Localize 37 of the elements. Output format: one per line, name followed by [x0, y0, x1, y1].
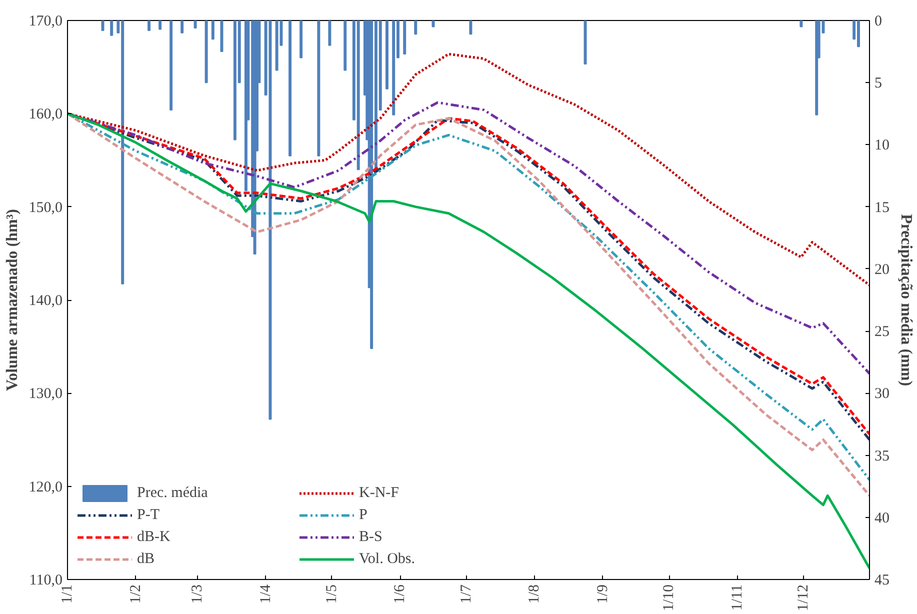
x-tick-label: 1/4 — [258, 584, 274, 604]
legend-label: B-S — [359, 528, 384, 546]
y-tick-label: 160,0 — [28, 106, 62, 123]
y-tick-label: 120,0 — [28, 479, 62, 496]
y2-axis-title: Precipitação média (mm) — [898, 214, 914, 386]
legend-label: Prec. média — [137, 484, 209, 502]
x-tick-label: 1/8 — [526, 584, 543, 604]
y2-tick-label: 10 — [874, 138, 890, 154]
legend-label: dB — [137, 550, 156, 568]
y2-tick-label: 15 — [874, 200, 890, 216]
legend-label: P-T — [137, 506, 160, 524]
y2-tick-label: 30 — [874, 386, 890, 402]
y-tick-label: 140,0 — [28, 293, 62, 309]
y2-tick-label: 45 — [874, 572, 890, 588]
x-tick-label: 1/3 — [189, 584, 206, 604]
legend-label: P — [359, 506, 368, 524]
y2-tick-label: 5 — [874, 76, 882, 92]
x-tick-label: 1/7 — [458, 584, 474, 604]
y-axis-title: Volume armazenado (hm³) — [4, 209, 21, 391]
x-tick-label: 1/9 — [594, 584, 611, 604]
x-tick-label: 1/5 — [324, 584, 340, 604]
y2-tick-label: 25 — [874, 324, 890, 340]
y-tick-label: 150,0 — [28, 200, 62, 216]
x-tick-label: 1/11 — [729, 584, 746, 611]
x-tick-label: 1/10 — [661, 584, 677, 612]
x-tick-label: 1/6 — [392, 584, 408, 604]
y-tick-label: 130,0 — [28, 386, 62, 402]
legend-label: Vol. Obs. — [359, 550, 416, 568]
y-tick-label: 170,0 — [28, 14, 62, 30]
y2-tick-label: 40 — [874, 510, 890, 526]
legend-label: K-N-F — [359, 484, 400, 502]
legend-label: dB-K — [137, 528, 172, 546]
x-tick-label: 1/12 — [795, 584, 812, 612]
x-tick-label: 1/2 — [128, 584, 144, 604]
y2-tick-label: 20 — [874, 262, 890, 278]
y2-tick-label: 35 — [874, 448, 890, 464]
y2-tick-label: 0 — [874, 14, 882, 30]
